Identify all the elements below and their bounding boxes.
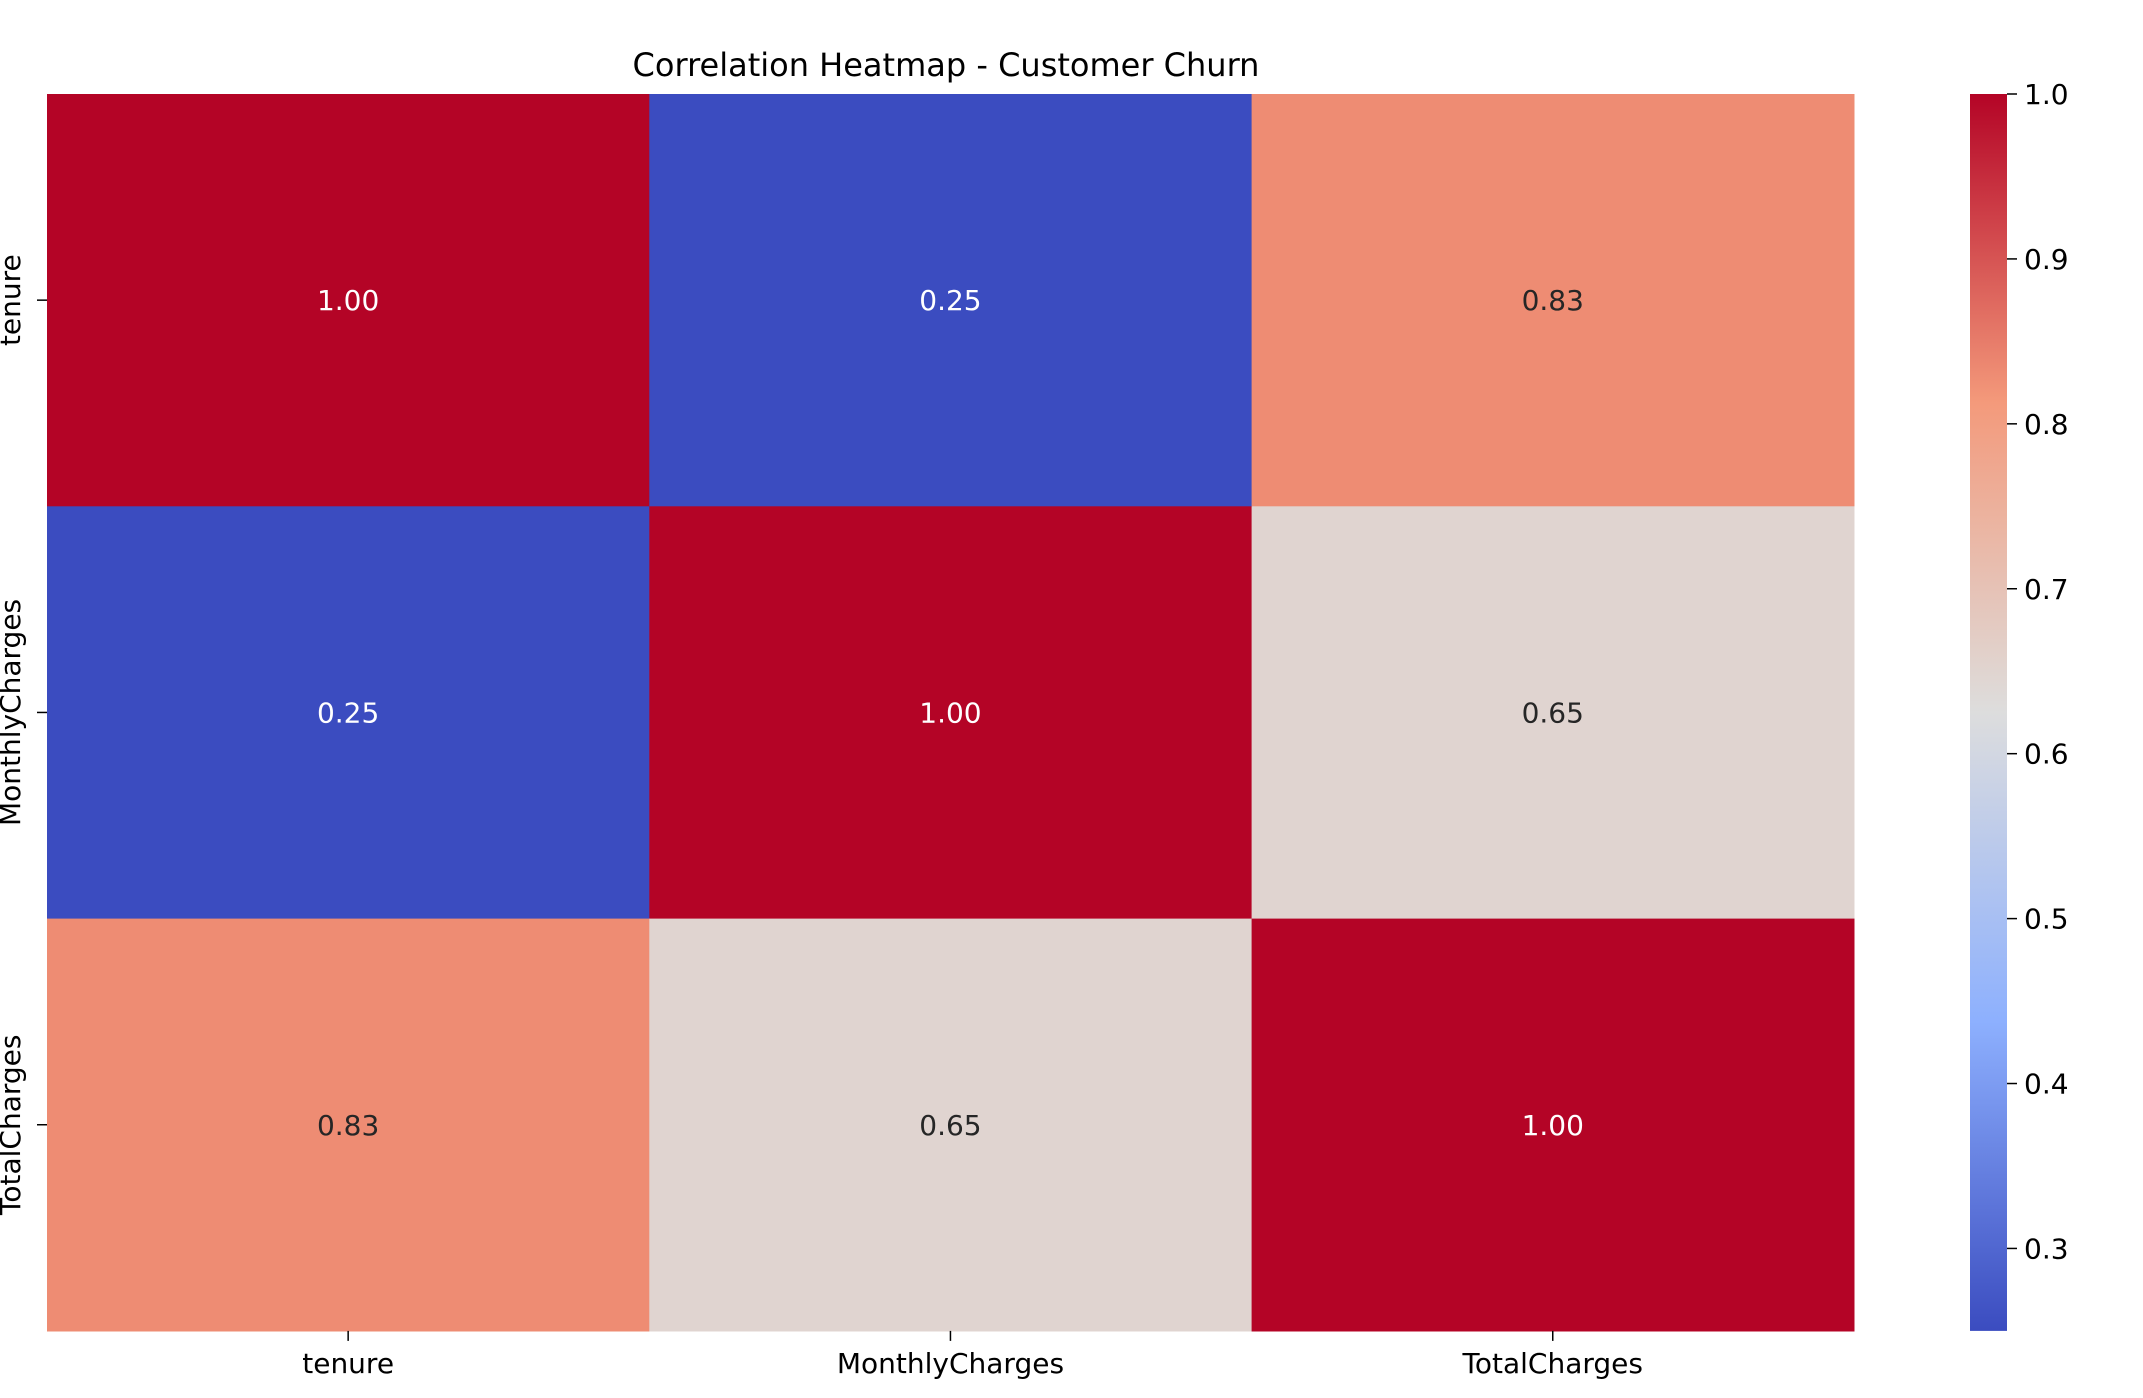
- y-tick-label: MonthlyCharges: [0, 599, 27, 826]
- cell-value-label: 1.00: [919, 696, 981, 729]
- colorbar-tick-label: 0.7: [2024, 573, 2069, 606]
- heatmap-cell-tenure-MonthlyCharges: [649, 94, 1253, 507]
- y-axis: tenure MonthlyCharges TotalCharges: [0, 254, 47, 1216]
- heatmap-cell-MonthlyCharges-tenure: [47, 506, 650, 920]
- cell-value-label: 0.25: [919, 284, 981, 317]
- cell-annotations: 1.00 0.25 0.83 0.25 1.00 0.65 0.83 0.65 1.00: [317, 284, 1584, 1142]
- chart-title: Correlation Heatmap - Customer Churn: [633, 46, 1260, 84]
- heatmap-cell-tenure-TotalCharges: [1251, 94, 1855, 507]
- x-tick-label: tenure: [302, 1347, 394, 1380]
- cell-value-label: 1.00: [1522, 1109, 1584, 1142]
- colorbar: 0.3 0.4 0.5 0.6 0.7 0.8 0.9 1.0: [1970, 78, 2069, 1331]
- heatmap-cell-TotalCharges-TotalCharges: [1251, 918, 1855, 1332]
- x-tick-label: MonthlyCharges: [837, 1347, 1064, 1380]
- colorbar-tick-label: 0.6: [2024, 738, 2069, 771]
- colorbar-tick-label: 0.3: [2024, 1232, 2069, 1265]
- heatmap-cell-TotalCharges-MonthlyCharges: [649, 918, 1253, 1332]
- heatmap-cell-MonthlyCharges-TotalCharges: [1251, 506, 1855, 920]
- colorbar-tick-label: 0.5: [2024, 903, 2069, 936]
- colorbar-gradient: [1970, 94, 2007, 1331]
- y-tick-label: TotalCharges: [0, 1035, 27, 1216]
- cell-value-label: 1.00: [317, 284, 379, 317]
- heatmap-cells: [47, 94, 1855, 1332]
- x-tick-label: TotalCharges: [1462, 1347, 1643, 1380]
- cell-value-label: 0.65: [1522, 696, 1584, 729]
- colorbar-tick-label: 0.4: [2024, 1068, 2069, 1101]
- heatmap-cell-tenure-tenure: [47, 94, 650, 507]
- y-tick-label: tenure: [0, 254, 27, 346]
- heatmap-cell-TotalCharges-tenure: [47, 918, 650, 1332]
- x-axis: tenure MonthlyCharges TotalCharges: [302, 1330, 1643, 1380]
- cell-value-label: 0.25: [317, 696, 379, 729]
- cell-value-label: 0.65: [919, 1109, 981, 1142]
- colorbar-tick-label: 0.8: [2024, 408, 2069, 441]
- colorbar-tick-label: 1.0: [2024, 78, 2069, 111]
- heatmap-cell-MonthlyCharges-MonthlyCharges: [649, 506, 1253, 920]
- cell-value-label: 0.83: [317, 1109, 379, 1142]
- cell-value-label: 0.83: [1522, 284, 1584, 317]
- colorbar-tick-label: 0.9: [2024, 243, 2069, 276]
